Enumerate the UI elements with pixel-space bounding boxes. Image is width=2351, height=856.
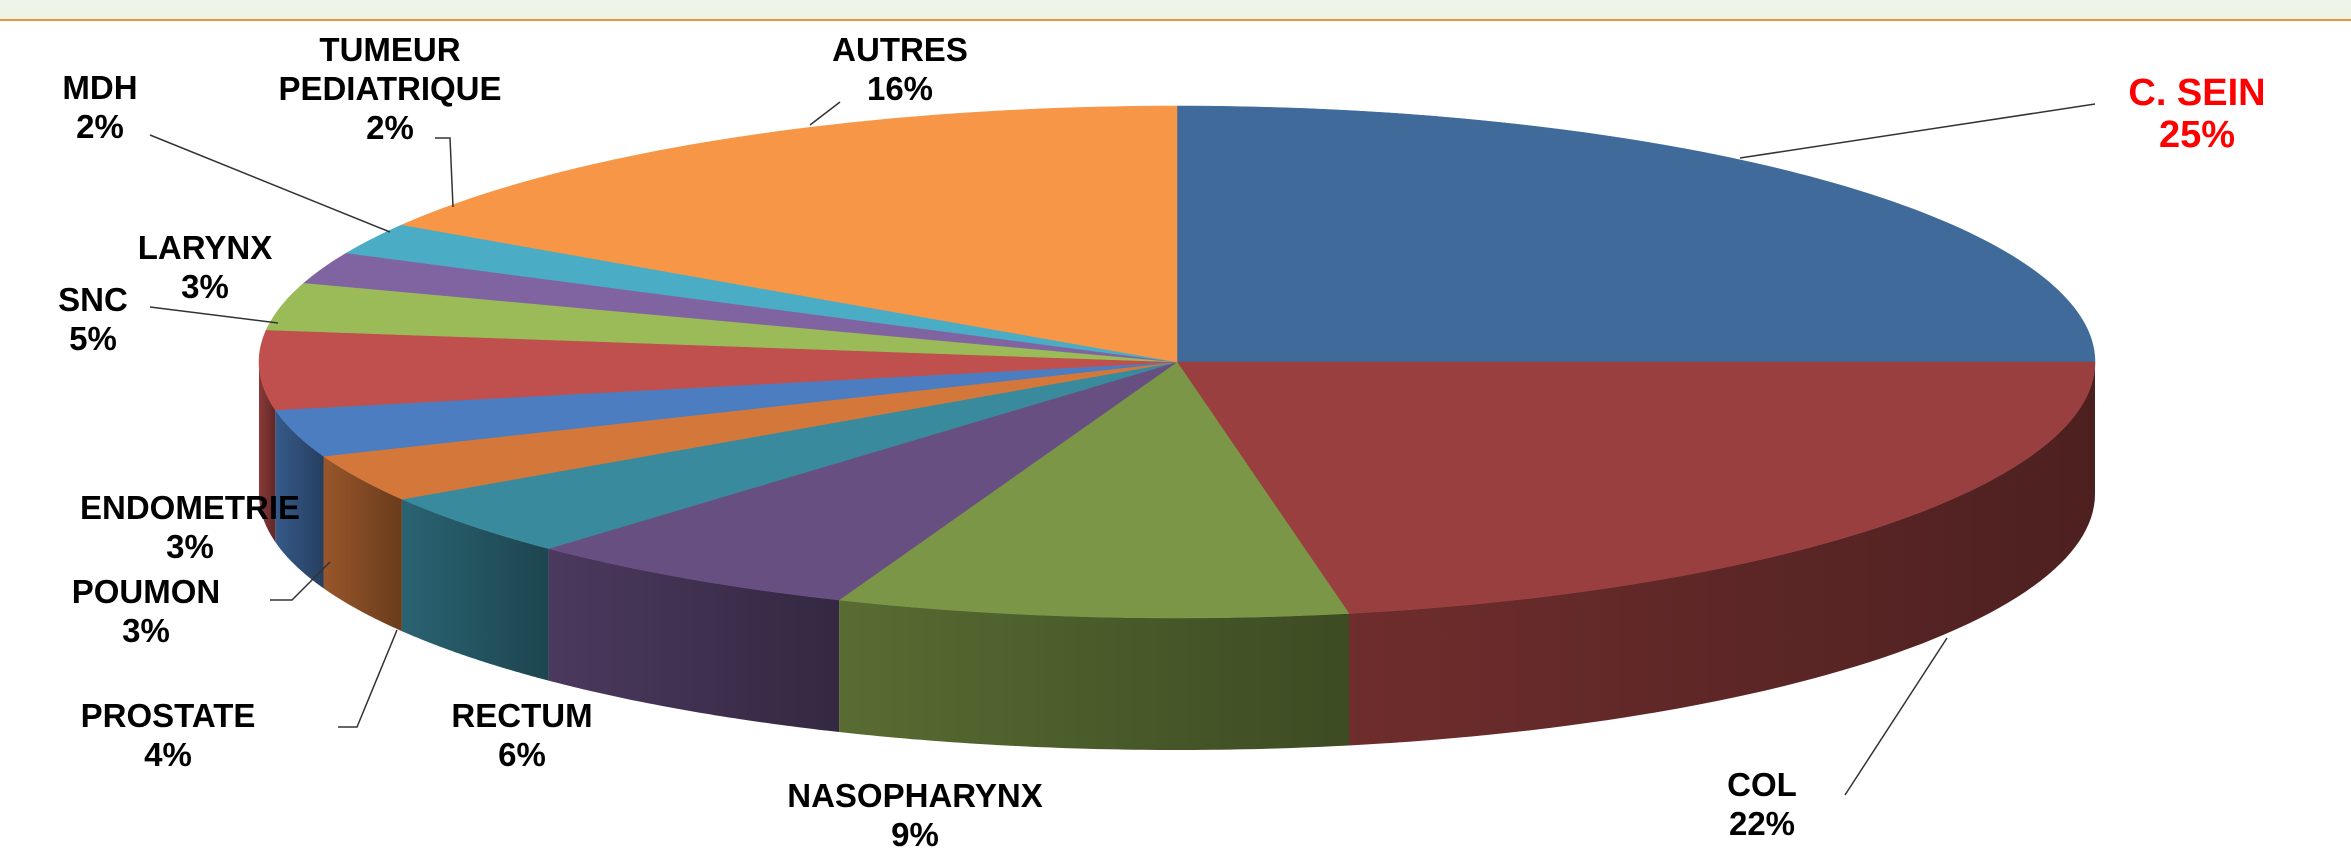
slice-side bbox=[275, 410, 324, 589]
leader-line bbox=[809, 101, 841, 126]
data-label: MDH 2% bbox=[62, 68, 137, 146]
slice bbox=[547, 361, 1178, 601]
slice bbox=[274, 361, 1178, 457]
data-label: PROSTATE 4% bbox=[81, 696, 256, 774]
slice-side bbox=[1349, 362, 2095, 746]
leader-line bbox=[435, 137, 454, 208]
value-label: 3% bbox=[166, 528, 214, 565]
slice-side bbox=[259, 362, 276, 542]
slice bbox=[401, 361, 1178, 549]
data-label: SNC 5% bbox=[58, 280, 128, 358]
category-label: TUMEUR PEDIATRIQUE bbox=[278, 31, 502, 107]
value-label: 2% bbox=[366, 109, 414, 146]
slice-side bbox=[839, 600, 1349, 750]
data-label: RECTUM 6% bbox=[451, 696, 592, 774]
slice bbox=[1176, 105, 2096, 363]
data-label: POUMON 3% bbox=[72, 572, 221, 650]
category-label: PROSTATE bbox=[80, 697, 256, 734]
slice-side bbox=[401, 499, 549, 681]
slice bbox=[322, 361, 1178, 500]
category-label: ENDOMETRIE bbox=[79, 489, 301, 526]
data-label: C. SEIN 25% bbox=[2128, 72, 2265, 156]
value-label: 25% bbox=[2158, 114, 2236, 156]
value-label: 5% bbox=[69, 320, 117, 357]
slice bbox=[345, 224, 1178, 363]
slice bbox=[838, 361, 1350, 619]
value-label: 16% bbox=[866, 70, 934, 107]
category-label: POUMON bbox=[71, 573, 221, 610]
data-label: COL 22% bbox=[1727, 765, 1797, 843]
category-label: AUTRES bbox=[832, 31, 968, 68]
value-label: 4% bbox=[144, 736, 192, 773]
value-label: 22% bbox=[1728, 805, 1796, 842]
slice bbox=[265, 282, 1178, 363]
data-label: LARYNX 3% bbox=[138, 228, 272, 306]
data-label: AUTRES 16% bbox=[832, 30, 968, 108]
data-label: ENDOMETRIE 3% bbox=[80, 488, 300, 566]
data-label: NASOPHARYNX 9% bbox=[787, 776, 1042, 854]
value-label: 3% bbox=[181, 268, 229, 305]
value-label: 3% bbox=[122, 612, 170, 649]
category-label: SNC bbox=[58, 281, 128, 318]
leader-line bbox=[338, 629, 398, 728]
value-label: 9% bbox=[891, 816, 939, 853]
value-label: 6% bbox=[498, 736, 546, 773]
slice bbox=[401, 105, 1178, 363]
slice bbox=[1176, 361, 2096, 614]
slice bbox=[258, 329, 1178, 411]
leader-line bbox=[270, 561, 331, 601]
leader-line bbox=[149, 306, 279, 324]
slice-side bbox=[548, 548, 840, 732]
category-label: MDH bbox=[62, 69, 138, 106]
category-label: C. SEIN bbox=[2128, 72, 2266, 114]
leader-line bbox=[1739, 103, 2096, 159]
leader-line bbox=[1844, 637, 1948, 796]
category-label: COL bbox=[1727, 766, 1797, 803]
slice-side bbox=[323, 456, 402, 632]
header-bar bbox=[0, 0, 2351, 21]
data-label: TUMEUR PEDIATRIQUE 2% bbox=[225, 30, 555, 147]
category-label: LARYNX bbox=[137, 229, 273, 266]
category-label: NASOPHARYNX bbox=[787, 777, 1043, 814]
leader-line bbox=[149, 134, 391, 233]
value-label: 2% bbox=[76, 108, 124, 145]
slice bbox=[303, 252, 1178, 363]
category-label: RECTUM bbox=[451, 697, 593, 734]
